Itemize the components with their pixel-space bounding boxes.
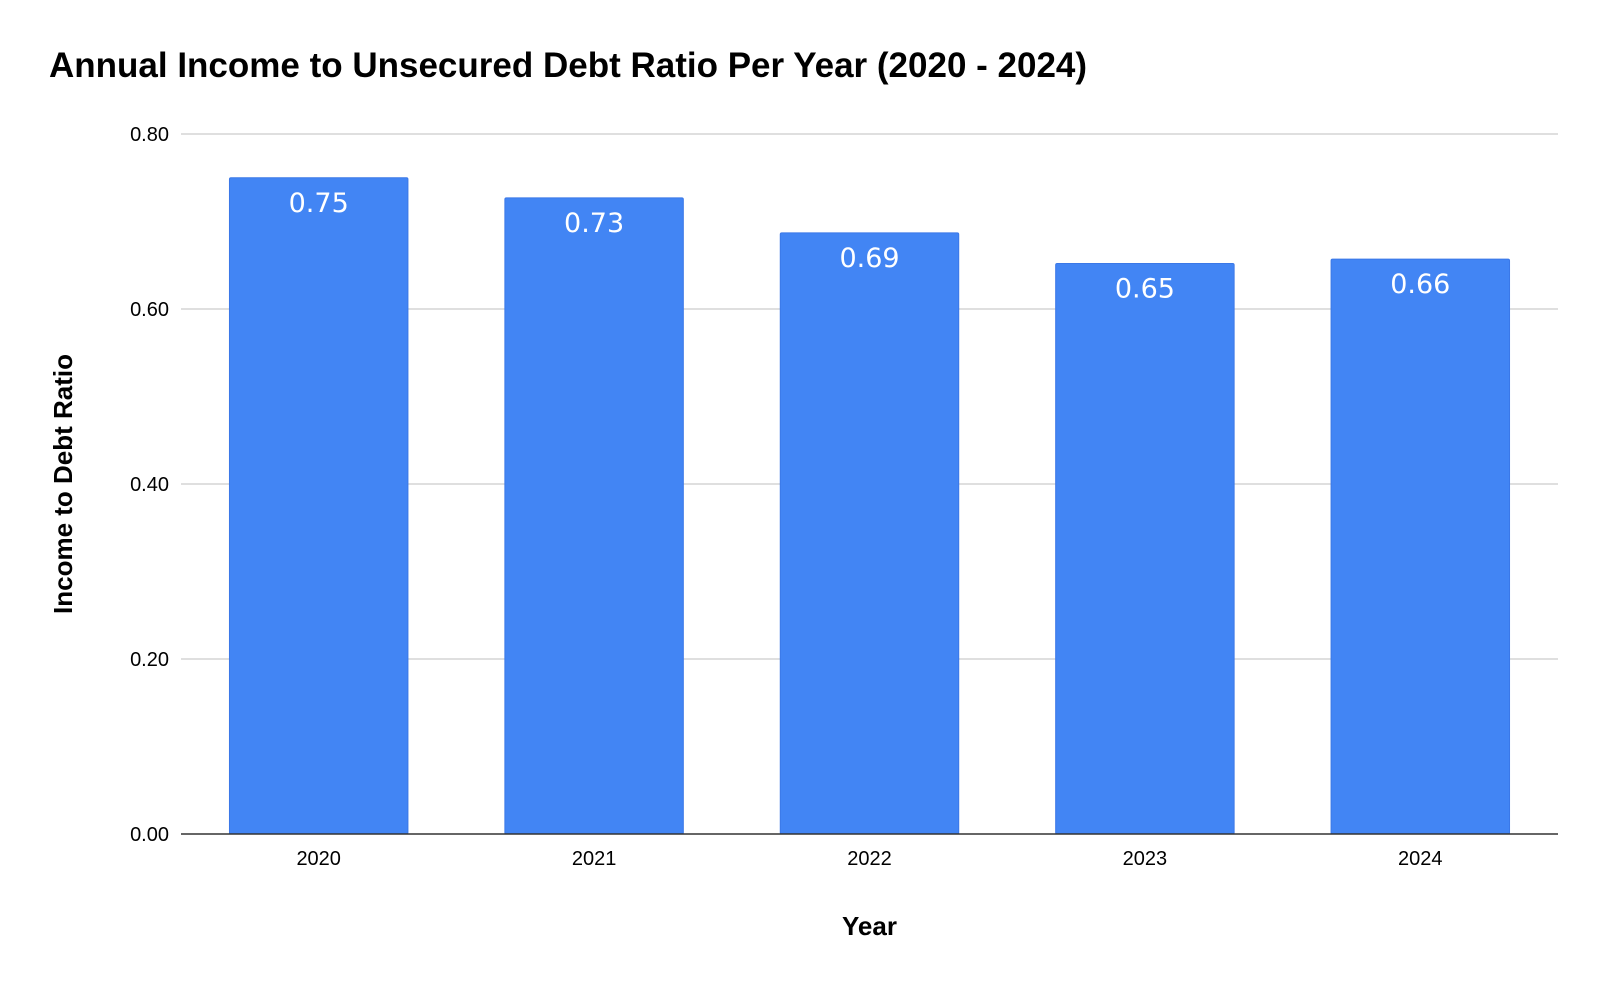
data-label: 0.73	[564, 208, 624, 239]
chart-title: Annual Income to Unsecured Debt Ratio Pe…	[49, 46, 1088, 85]
data-label: 0.69	[839, 243, 899, 274]
y-tick-label: 0.60	[130, 299, 169, 321]
data-label: 0.65	[1115, 274, 1175, 305]
x-axis-ticks: 2020 2021 2022 2023 2024	[296, 848, 1442, 870]
y-tick-label: 0.20	[130, 649, 169, 671]
data-labels: 0.75 0.73 0.69 0.65 0.66	[289, 188, 1451, 305]
bar	[779, 232, 960, 835]
bar	[1055, 263, 1235, 835]
x-axis-title: Year	[842, 911, 897, 941]
bar	[228, 177, 409, 835]
x-tick-label: 2021	[572, 848, 617, 870]
x-tick-label: 2022	[847, 848, 892, 870]
x-tick-label: 2020	[296, 848, 341, 870]
bars	[228, 177, 1511, 835]
y-tick-label: 0.80	[130, 124, 169, 146]
bar	[504, 197, 684, 835]
y-tick-label: 0.40	[130, 474, 169, 496]
data-label: 0.66	[1390, 269, 1450, 300]
data-label: 0.75	[289, 188, 349, 219]
bar	[1330, 258, 1511, 835]
y-tick-label: 0.00	[130, 824, 169, 846]
y-axis-ticks: 0.00 0.20 0.40 0.60 0.80	[130, 124, 169, 846]
x-tick-label: 2024	[1398, 848, 1443, 870]
x-tick-label: 2023	[1123, 848, 1168, 870]
y-axis-title: Income to Debt Ratio	[48, 354, 78, 614]
